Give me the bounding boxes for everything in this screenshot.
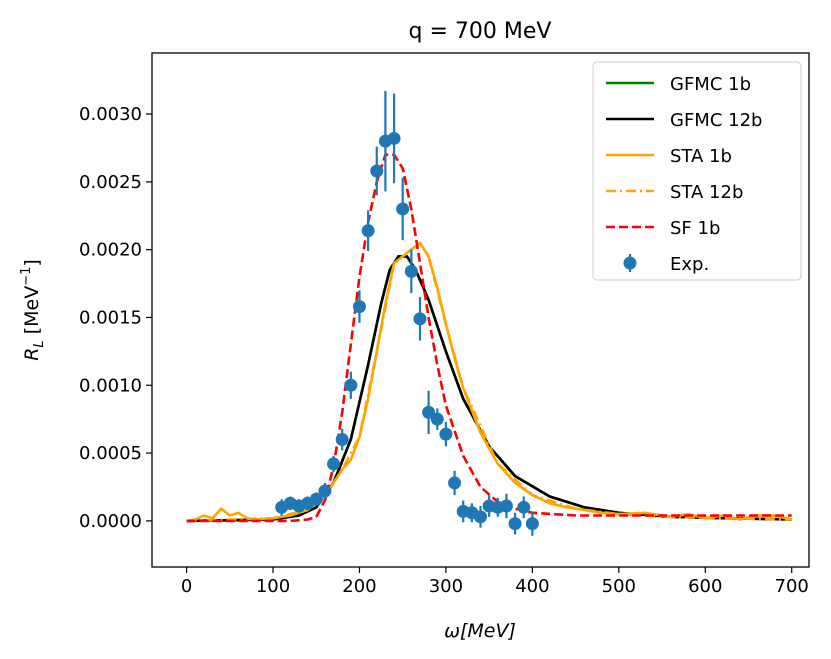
y-tick-label: 0.0010 — [79, 375, 142, 396]
exp-data-point — [499, 499, 513, 513]
x-axis: 0 100 200 300 400 500 600 700 — [181, 567, 809, 597]
legend-label: GFMC 1b — [670, 74, 751, 95]
exp-data-point — [404, 264, 418, 278]
exp-data-point — [344, 378, 358, 392]
exp-data-point — [439, 427, 453, 441]
y-axis-title-symbol: R — [21, 348, 43, 361]
exp-data-point — [508, 517, 522, 531]
legend-label: SF 1b — [670, 218, 720, 239]
x-tick-label: 400 — [515, 576, 549, 597]
x-axis-title: ω[MeV] — [444, 620, 516, 642]
y-axis-title: RL [MeV−1] — [19, 259, 47, 361]
exp-data-point — [327, 457, 341, 471]
exp-data-point — [309, 492, 323, 506]
exp-data-point — [318, 484, 332, 498]
exp-data-point — [413, 312, 427, 326]
x-tick-label: 100 — [256, 576, 290, 597]
y-axis-title-subscript: L — [32, 340, 47, 347]
y-tick-label: 0.0005 — [79, 443, 142, 464]
exp-data-point — [361, 224, 375, 238]
legend: GFMC 1b GFMC 12b STA 1b STA 12b SF 1b Exp. — [592, 61, 802, 281]
legend-box — [592, 61, 802, 281]
y-tick-label: 0.0015 — [79, 307, 142, 328]
exp-data-point — [430, 412, 444, 426]
exp-data-point — [352, 300, 366, 314]
exp-data-point — [525, 517, 539, 531]
plot-frame — [151, 52, 810, 568]
plot-points-group — [275, 90, 539, 536]
x-tick-label: 200 — [342, 576, 376, 597]
y-tick-label: 0.0030 — [79, 104, 142, 125]
exp-data-point — [335, 433, 349, 447]
x-tick-label: 700 — [775, 576, 809, 597]
legend-label: Exp. — [670, 254, 709, 275]
exp-data-point — [517, 500, 531, 514]
exp-data-point — [448, 476, 462, 490]
y-tick-label: 0.0020 — [79, 240, 142, 261]
y-axis-title-unit: [MeV — [21, 286, 43, 341]
legend-label: GFMC 12b — [670, 110, 762, 131]
legend-label: STA 12b — [670, 182, 743, 203]
exp-data-point — [396, 202, 410, 216]
legend-label: STA 1b — [670, 146, 732, 167]
y-tick-label: 0.0000 — [79, 511, 142, 532]
exp-data-point — [387, 131, 401, 145]
y-axis-title-unit-close: ] — [21, 259, 43, 266]
y-axis-title-unit-exponent: −1 — [19, 267, 34, 286]
y-axis: 0.0000 0.0005 0.0010 0.0015 0.0020 0.0025 0.00… — [79, 104, 152, 532]
x-tick-label: 0 — [181, 576, 192, 597]
legend-swatch — [623, 256, 637, 270]
x-tick-label: 300 — [429, 576, 463, 597]
x-tick-label: 500 — [602, 576, 636, 597]
exp-data-point — [474, 510, 487, 524]
x-tick-label: 600 — [688, 576, 722, 597]
y-tick-label: 0.0025 — [79, 172, 142, 193]
chart-title: q = 700 MeV — [409, 19, 552, 44]
exp-data-point — [370, 164, 384, 178]
